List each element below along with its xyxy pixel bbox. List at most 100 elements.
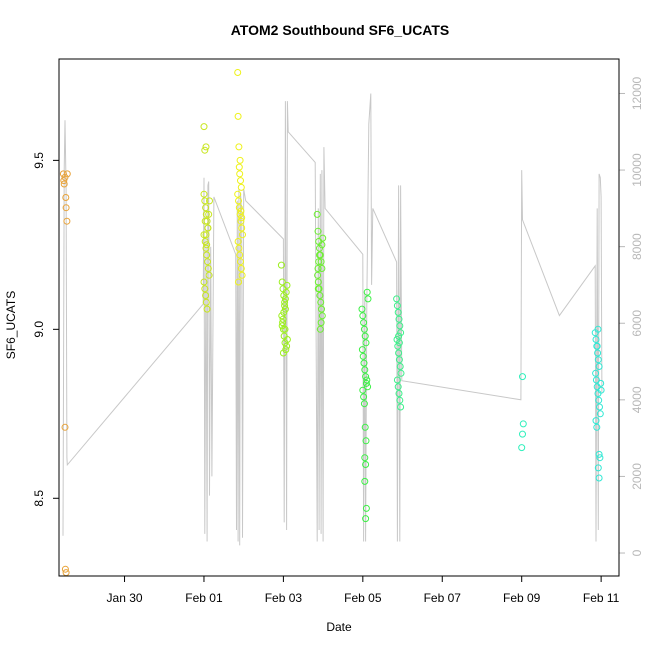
data-point	[316, 292, 324, 299]
data-point	[362, 373, 370, 381]
data-point	[314, 285, 322, 293]
data-point	[202, 210, 210, 218]
data-point	[358, 346, 366, 354]
data-point	[360, 319, 368, 327]
chart-title: ATOM2 Southbound SF6_UCATS	[231, 22, 450, 38]
data-point	[205, 271, 213, 279]
y-tick-label: 9.0	[32, 321, 46, 338]
data-point	[595, 396, 603, 404]
data-point	[200, 190, 208, 198]
y2-tick-label: 12000	[630, 76, 644, 110]
data-point	[315, 258, 323, 266]
point-group-yellow	[234, 69, 246, 286]
x-tick-label: Feb 11	[583, 591, 620, 605]
data-point	[594, 325, 602, 333]
data-point	[235, 163, 243, 171]
x-tick-label: Jan 30	[107, 591, 143, 605]
x-tick-label: Feb 07	[424, 591, 462, 605]
data-point	[283, 281, 291, 289]
data-point	[592, 417, 600, 425]
data-point	[594, 356, 602, 364]
data-point	[595, 363, 603, 370]
data-point	[63, 170, 71, 178]
data-point	[202, 204, 210, 212]
data-point	[317, 319, 325, 327]
data-point	[314, 271, 322, 279]
data-point	[394, 308, 402, 316]
data-point	[361, 477, 369, 485]
data-point	[597, 379, 605, 387]
data-point	[363, 376, 371, 384]
data-point	[592, 369, 600, 377]
data-point	[318, 305, 325, 313]
data-point	[234, 238, 242, 245]
data-point	[281, 302, 289, 310]
data-point	[364, 383, 372, 391]
data-point	[200, 123, 208, 131]
data-point	[200, 278, 208, 286]
data-point	[203, 241, 211, 249]
data-point	[202, 143, 210, 151]
data-point	[314, 227, 322, 235]
data-point	[237, 177, 244, 185]
data-point	[62, 194, 70, 201]
data-point	[596, 410, 604, 418]
y2-tick-label: 4000	[630, 386, 644, 413]
data-point	[202, 298, 210, 306]
data-point	[358, 305, 366, 313]
data-point	[316, 325, 324, 333]
data-point	[235, 278, 242, 286]
x-tick-label: Feb 05	[344, 591, 382, 605]
data-point	[396, 396, 404, 404]
data-point	[319, 234, 327, 242]
data-point	[361, 366, 369, 374]
x-tick-label: Feb 01	[185, 591, 223, 605]
data-point	[201, 197, 209, 205]
data-point	[234, 190, 242, 198]
x-tick-label: Feb 03	[265, 591, 303, 605]
y2-tick-label: 6000	[630, 310, 644, 337]
data-point	[314, 265, 322, 272]
data-point	[362, 515, 370, 523]
data-point	[203, 305, 211, 313]
data-point	[397, 369, 405, 377]
data-point	[393, 302, 401, 310]
data-point	[395, 349, 403, 357]
data-point	[63, 217, 71, 225]
data-point	[201, 217, 209, 225]
data-point	[205, 210, 213, 218]
data-point	[59, 170, 67, 178]
points-layer	[59, 69, 605, 577]
y2-tick-label: 0	[630, 549, 644, 556]
data-point	[313, 210, 321, 218]
data-point	[592, 336, 600, 343]
data-point	[393, 376, 401, 384]
data-point	[317, 258, 325, 266]
data-point	[281, 298, 289, 306]
data-point	[361, 423, 369, 431]
point-group-orange	[59, 170, 71, 577]
data-point	[359, 312, 367, 320]
data-point	[360, 325, 368, 333]
data-point	[237, 265, 245, 272]
data-point	[362, 379, 370, 387]
y2-tick-label: 2000	[630, 463, 644, 490]
data-point	[396, 363, 404, 370]
y-tick-label: 9.5	[32, 152, 46, 169]
point-group-spring_green	[393, 295, 405, 411]
data-point	[238, 271, 246, 279]
data-point	[395, 390, 403, 397]
data-point	[364, 295, 372, 303]
data-point	[594, 349, 602, 357]
data-point	[363, 288, 371, 296]
data-point	[202, 231, 210, 239]
data-point	[237, 183, 245, 191]
point-group-aquamarine	[518, 373, 527, 452]
data-point	[279, 315, 287, 323]
data-point	[282, 288, 290, 296]
data-point	[519, 420, 527, 428]
altitude-line	[62, 93, 603, 546]
data-point	[318, 265, 326, 272]
data-point	[204, 265, 212, 272]
data-point	[235, 204, 243, 212]
